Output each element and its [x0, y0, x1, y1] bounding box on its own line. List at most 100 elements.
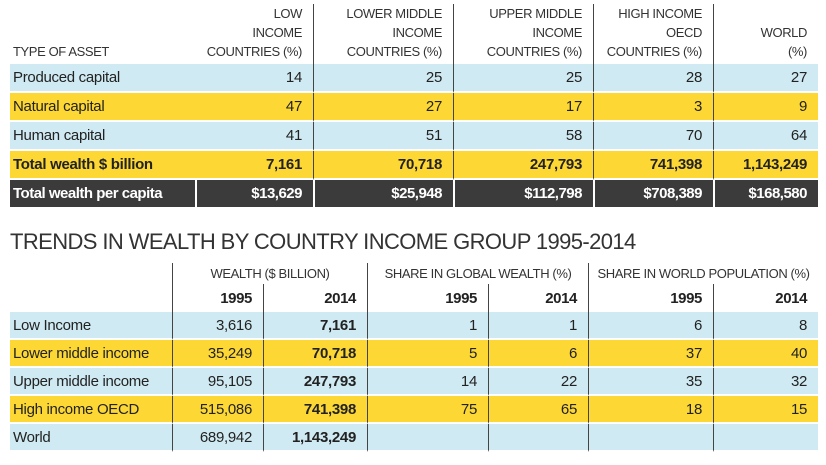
cell-value: 35,249	[172, 340, 263, 368]
cell-value	[713, 424, 819, 452]
cell-value: 27	[713, 64, 818, 93]
year-header: 2014	[488, 284, 588, 312]
year-header: 1995	[367, 284, 488, 312]
row-label: High income OECD	[10, 396, 172, 424]
trends-table-title: TRENDS IN WEALTH BY COUNTRY INCOME GROUP…	[10, 229, 636, 254]
cell-value: 1	[367, 312, 489, 340]
year-header: 2014	[263, 284, 367, 312]
row-label: Total wealth per capita	[10, 180, 195, 209]
row-label: Produced capital	[10, 64, 195, 93]
header-line: LOWER MIDDLE	[346, 6, 442, 21]
cell-value: 3	[593, 93, 713, 122]
cell-value: 515,086	[172, 396, 263, 424]
row-label: Low Income	[10, 312, 172, 340]
column-header: LOWER MIDDLE INCOME COUNTRIES (%)	[313, 4, 453, 64]
cell-value: 64	[713, 122, 818, 151]
cell-value: 41	[195, 122, 313, 151]
header-line: WORLD	[760, 25, 808, 40]
cell-value: 95,105	[172, 368, 263, 396]
cell-value: 741,398	[593, 151, 713, 180]
group-header: SHARE IN WORLD POPULATION (%)	[588, 263, 818, 284]
header-line: LOW	[273, 6, 303, 21]
cell-value: 741,398	[263, 396, 368, 424]
cell-value: 3,616	[172, 312, 263, 340]
blank-header	[10, 284, 172, 312]
row-label: Upper middle income	[10, 368, 172, 396]
table-row: High income OECD 515,086 741,398 75 65 18 15	[10, 396, 819, 424]
header-line: COUNTRIES (%)	[346, 44, 443, 59]
table-row: Total wealth per capita $13,629 $25,948 $11…	[10, 180, 818, 209]
wealth-trends-table: WEALTH ($ BILLION) SHARE IN GLOBAL WEALTH…	[10, 263, 819, 452]
header-line: COUNTRIES (%)	[206, 44, 303, 59]
cell-value: 9	[713, 93, 818, 122]
cell-value: 1,143,249	[263, 424, 368, 452]
table-row: World 689,942 1,143,249	[10, 424, 819, 452]
cell-value: 14	[367, 368, 489, 396]
table-row: Produced capital 14 25 25 28 27	[10, 64, 818, 93]
cell-value: 65	[488, 396, 589, 424]
row-label: Total wealth $ billion	[10, 151, 195, 180]
column-header: WORLD (%)	[713, 4, 818, 64]
year-header: 1995	[172, 284, 263, 312]
table-row: Human capital 41 51 58 70 64	[10, 122, 818, 151]
cell-value: 1,143,249	[713, 151, 818, 180]
cell-value: 1	[488, 312, 589, 340]
column-header: UPPER MIDDLE INCOME COUNTRIES (%)	[453, 4, 593, 64]
cell-value	[588, 424, 714, 452]
cell-value	[488, 424, 589, 452]
table-row: Upper middle income 95,105 247,793 14 22 35 32	[10, 368, 819, 396]
cell-value: 32	[713, 368, 819, 396]
table-row: Lower middle income 35,249 70,718 5 6 37 40	[10, 340, 819, 368]
cell-value: 6	[488, 340, 589, 368]
column-header-asset-type: TYPE OF ASSET	[10, 4, 195, 64]
table-row: Low Income 3,616 7,161 1 1 6 8	[10, 312, 819, 340]
cell-value: 70	[593, 122, 713, 151]
blank-header	[10, 263, 172, 284]
column-header: HIGH INCOME OECD COUNTRIES (%)	[593, 4, 713, 64]
table-row: Natural capital 47 27 17 3 9	[10, 93, 818, 122]
cell-value: 35	[588, 368, 714, 396]
cell-value: 6	[588, 312, 714, 340]
asset-composition-table: TYPE OF ASSET LOW INCOME COUNTRIES (%) LOWER…	[10, 4, 818, 209]
cell-value: 22	[488, 368, 589, 396]
header-line: (%)	[787, 44, 807, 59]
header-line: TYPE OF ASSET	[13, 44, 109, 59]
column-header: LOW INCOME COUNTRIES (%)	[195, 4, 313, 64]
header-line: HIGH INCOME	[618, 6, 702, 21]
cell-value: 28	[593, 64, 713, 93]
cell-value: 18	[588, 396, 714, 424]
cell-value: 247,793	[453, 151, 593, 180]
group-header: SHARE IN GLOBAL WEALTH (%)	[367, 263, 588, 284]
header-line: COUNTRIES (%)	[606, 44, 703, 59]
cell-value: 70,718	[313, 151, 453, 180]
cell-value: 58	[453, 122, 593, 151]
header-line: OECD	[666, 25, 702, 40]
cell-value: 5	[367, 340, 489, 368]
cell-value: 15	[713, 396, 819, 424]
year-header: 1995	[588, 284, 713, 312]
header-line: INCOME	[392, 25, 442, 40]
cell-value	[367, 424, 489, 452]
cell-value: 689,942	[172, 424, 263, 452]
row-label: Natural capital	[10, 93, 195, 122]
header-line: COUNTRIES (%)	[486, 44, 583, 59]
cell-value: 247,793	[263, 368, 368, 396]
row-label: Human capital	[10, 122, 195, 151]
cell-value: 70,718	[263, 340, 368, 368]
cell-value: $25,948	[313, 180, 453, 209]
cell-value: 40	[713, 340, 819, 368]
cell-value: 27	[313, 93, 453, 122]
row-label: Lower middle income	[10, 340, 172, 368]
cell-value: 75	[367, 396, 489, 424]
header-line: INCOME	[252, 25, 302, 40]
group-header: WEALTH ($ BILLION)	[172, 263, 367, 284]
cell-value: $168,580	[713, 180, 818, 209]
year-header: 2014	[713, 284, 818, 312]
cell-value: $112,798	[453, 180, 593, 209]
header-line: INCOME	[532, 25, 582, 40]
cell-value: 47	[195, 93, 313, 122]
cell-value: 51	[313, 122, 453, 151]
cell-value: 8	[713, 312, 819, 340]
cell-value: 7,161	[263, 312, 368, 340]
cell-value: $708,389	[593, 180, 713, 209]
